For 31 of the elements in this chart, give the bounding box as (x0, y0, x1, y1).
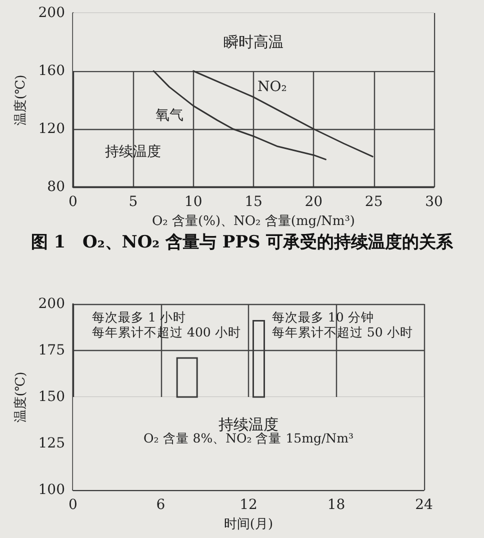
x-tick-label: 6 (156, 497, 166, 513)
y-tick-label: 175 (38, 342, 65, 358)
x-tick-label: 15 (244, 194, 262, 210)
y-tick-label: 160 (38, 63, 65, 79)
x-tick-label: 5 (128, 194, 138, 210)
annotation: 每年累计不超过 50 小时 (272, 324, 413, 340)
text: 图 1 O₂、NO₂ 含量与 PPS 可承受的持续温度的关系 (30, 232, 454, 252)
x-tick-label: 30 (425, 194, 443, 210)
y-tick-label: 200 (38, 296, 65, 312)
y-tick-label: 80 (47, 179, 65, 195)
x-tick-label: 10 (184, 194, 202, 210)
x-tick-label: 0 (68, 497, 78, 513)
y-tick-label: 100 (38, 482, 65, 498)
y-tick-label: 120 (38, 121, 65, 137)
series-label: NO₂ (258, 79, 287, 96)
x-tick-label: 12 (240, 497, 258, 513)
x-tick-label: 20 (304, 194, 323, 210)
y-axis-title: 温度(℃) (12, 372, 28, 422)
band-label: 瞬时高温 (224, 33, 284, 51)
y-axis-title: 温度(℃) (12, 74, 28, 126)
series-label: 氧气 (155, 107, 184, 124)
y-tick-label: 125 (38, 436, 65, 452)
x-tick-label: 0 (68, 194, 78, 210)
y-tick-label: 150 (38, 389, 65, 405)
y-tick-label: 200 (38, 5, 65, 21)
line-series (192, 70, 374, 158)
x-axis-title: 时间(月) (224, 517, 274, 532)
x-tick-label: 25 (364, 194, 383, 210)
x-tick-label: 18 (327, 497, 346, 513)
x-tick-label: 24 (415, 497, 433, 513)
x-axis-title: O₂ 含量(%)、NO₂ 含量(mg/Nm³) (152, 214, 355, 229)
